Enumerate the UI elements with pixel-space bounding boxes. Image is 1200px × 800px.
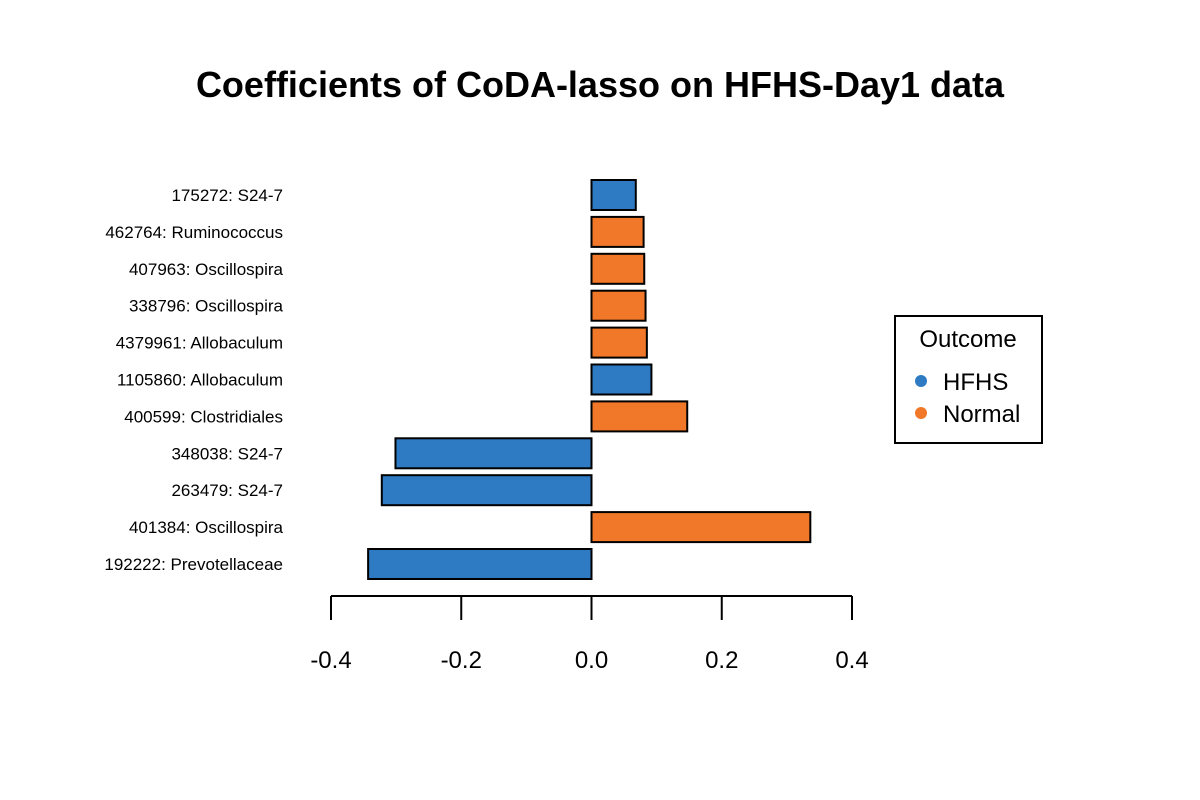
- category-label: 338796: Oscillospira: [129, 297, 284, 316]
- x-tick-label: 0.4: [835, 647, 868, 674]
- bar-263479: [380, 474, 593, 507]
- chart-title: Coefficients of CoDA-lasso on HFHS-Day1 …: [196, 64, 1005, 105]
- legend-label: HFHS: [943, 369, 1008, 396]
- bars: [367, 179, 812, 580]
- bar-338796: [590, 289, 647, 322]
- category-label: 175272: S24-7: [171, 186, 283, 205]
- legend: Outcome HFHS Normal: [894, 315, 1043, 444]
- category-label: 400599: Clostridiales: [124, 407, 283, 426]
- bar-401384: [590, 511, 812, 544]
- category-label: 192222: Prevotellaceae: [104, 555, 283, 574]
- x-tick-label: 0.2: [705, 647, 738, 674]
- category-label: 348038: S24-7: [171, 444, 283, 463]
- x-tick-label: -0.4: [310, 647, 351, 674]
- x-tick-label: -0.2: [441, 647, 482, 674]
- bar-175272: [590, 179, 637, 211]
- category-label: 462764: Ruminococcus: [105, 223, 283, 242]
- x-tick-label: 0.0: [575, 647, 608, 674]
- bar-400599: [590, 400, 689, 433]
- legend-label: Normal: [943, 401, 1020, 428]
- legend-marker: [915, 407, 927, 419]
- category-label: 4379961: Allobaculum: [116, 334, 283, 353]
- legend-marker: [915, 375, 927, 387]
- bar-407963: [590, 252, 646, 285]
- legend-title: Outcome: [919, 326, 1016, 353]
- legend-entries: HFHS Normal: [915, 369, 1020, 428]
- bar-462764: [590, 215, 645, 248]
- x-axis: -0.4 -0.2 0.0 0.2 0.4: [310, 595, 869, 674]
- bar-4379961: [590, 326, 648, 359]
- category-label: 1105860: Allobaculum: [117, 371, 283, 390]
- bar-1105860: [590, 363, 653, 396]
- category-label: 401384: Oscillospira: [129, 518, 284, 537]
- category-label: 263479: S24-7: [171, 481, 283, 500]
- bar-348038: [394, 437, 593, 470]
- bar-192222: [367, 548, 593, 580]
- category-labels: 192222: Prevotellaceae 401384: Oscillospi…: [104, 186, 283, 574]
- category-label: 407963: Oscillospira: [129, 260, 284, 279]
